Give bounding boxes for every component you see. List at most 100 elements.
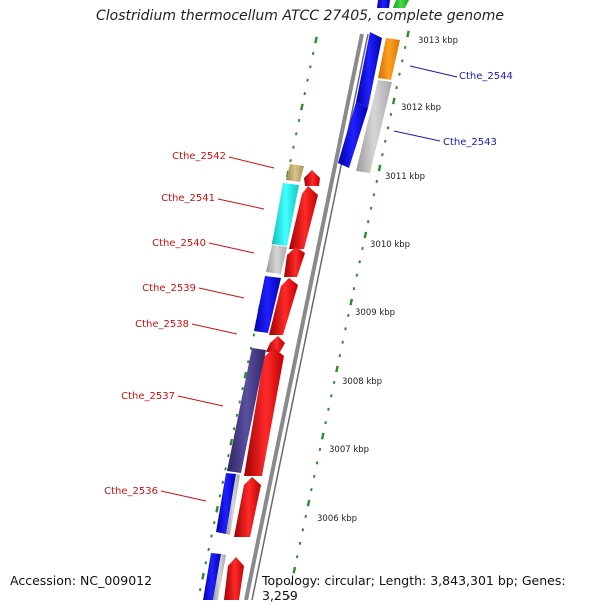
major-tick <box>349 298 354 306</box>
major-tick <box>292 566 297 574</box>
cog-feature-blue <box>338 102 368 168</box>
accession-text: Accession: NC_009012 <box>10 573 153 588</box>
minor-tick <box>252 333 256 337</box>
cds-arrow <box>266 336 285 352</box>
minor-tick <box>327 407 330 411</box>
cog-feature-grey <box>226 474 240 535</box>
minor-tick <box>344 327 347 331</box>
gene-label-leader <box>177 395 224 407</box>
gene-label-leader <box>160 490 207 502</box>
minor-tick <box>352 287 356 291</box>
minor-tick <box>210 534 213 538</box>
major-tick <box>335 365 339 373</box>
major-tick <box>406 30 410 38</box>
minor-tick <box>303 92 306 96</box>
cog-feature-grey <box>356 80 392 173</box>
ruler-label: 3010 kbp <box>370 240 410 250</box>
cog-feature-grey <box>266 245 287 274</box>
cog-feature-purple <box>227 348 266 473</box>
cog-feature-blue <box>356 32 382 108</box>
major-tick <box>377 164 382 172</box>
major-tick <box>306 499 311 507</box>
minor-tick <box>358 260 361 264</box>
minor-tick <box>241 386 244 391</box>
topology-text: Topology: circular; Length: 3,843,301 bp… <box>262 573 566 603</box>
gene-label-reverse: Cthe_2541 <box>161 193 215 204</box>
major-tick <box>363 231 368 239</box>
gene-label-leader <box>217 198 265 210</box>
minor-tick <box>297 118 301 123</box>
minor-tick <box>383 139 387 143</box>
cds-arrow <box>289 186 318 249</box>
minor-tick <box>311 51 315 55</box>
cds-arrow <box>234 477 261 537</box>
minor-tick <box>306 78 309 82</box>
minor-tick <box>330 394 333 398</box>
minor-tick <box>312 474 316 478</box>
minor-tick <box>386 126 390 130</box>
minor-tick <box>292 145 295 149</box>
minor-tick <box>315 461 319 465</box>
major-tick <box>229 438 234 446</box>
minor-tick <box>304 514 307 519</box>
cog-feature-khaki <box>286 164 304 182</box>
minor-tick <box>366 220 370 224</box>
minor-tick <box>207 547 210 551</box>
cds-arrow <box>284 247 305 277</box>
ruler-label: 3008 kbp <box>342 377 382 387</box>
major-tick <box>300 103 304 111</box>
major-tick <box>320 432 325 440</box>
minor-tick <box>347 313 350 318</box>
cds-arrow <box>269 278 298 335</box>
minor-tick <box>372 193 376 197</box>
minor-tick <box>401 59 404 63</box>
minor-tick <box>301 528 305 532</box>
minor-tick <box>381 153 384 157</box>
gene-label-reverse: Cthe_2536 <box>104 486 158 497</box>
gene-label-forward: Cthe_2543 <box>443 137 497 148</box>
outer-tick-track <box>287 30 410 599</box>
cds-arrow <box>304 170 320 186</box>
minor-tick <box>235 413 239 417</box>
minor-tick <box>204 561 208 565</box>
minor-tick <box>246 360 250 364</box>
minor-tick <box>232 427 236 431</box>
gene-label-leader <box>228 156 275 169</box>
minor-tick <box>295 555 299 559</box>
cds-arrow <box>224 557 244 600</box>
gene-label-leader <box>191 323 238 335</box>
minor-tick <box>341 340 344 344</box>
minor-tick <box>238 400 241 404</box>
minor-tick <box>224 467 227 471</box>
minor-tick <box>361 246 364 251</box>
minor-tick <box>395 86 398 90</box>
cog-feature-blue <box>203 553 221 600</box>
minor-tick <box>324 421 327 425</box>
minor-tick <box>398 72 401 76</box>
minor-tick <box>369 206 373 210</box>
ruler-label: 3011 kbp <box>385 172 425 182</box>
gene-label-leader <box>409 65 458 78</box>
cog-feature-blue <box>377 0 390 8</box>
minor-tick <box>221 480 225 484</box>
minor-tick <box>310 488 313 492</box>
map-title: Clostridium thermocellum ATCC 27405, com… <box>96 8 504 24</box>
ruler-label: 3009 kbp <box>355 308 395 318</box>
minor-tick <box>249 346 253 350</box>
minor-tick <box>227 453 230 458</box>
cog-feature-blue <box>216 473 236 534</box>
cog-feature-green <box>393 0 409 8</box>
gene-label-leader <box>393 130 441 142</box>
minor-tick <box>290 581 293 586</box>
cog-feature-cyan <box>272 183 299 246</box>
minor-tick <box>338 354 342 358</box>
minor-tick <box>198 588 202 592</box>
minor-tick <box>218 494 222 498</box>
minor-tick <box>298 541 302 545</box>
minor-tick <box>289 159 292 163</box>
cds-arrow <box>244 348 284 476</box>
cog-feature-orange <box>378 38 400 80</box>
minor-tick <box>294 132 298 136</box>
